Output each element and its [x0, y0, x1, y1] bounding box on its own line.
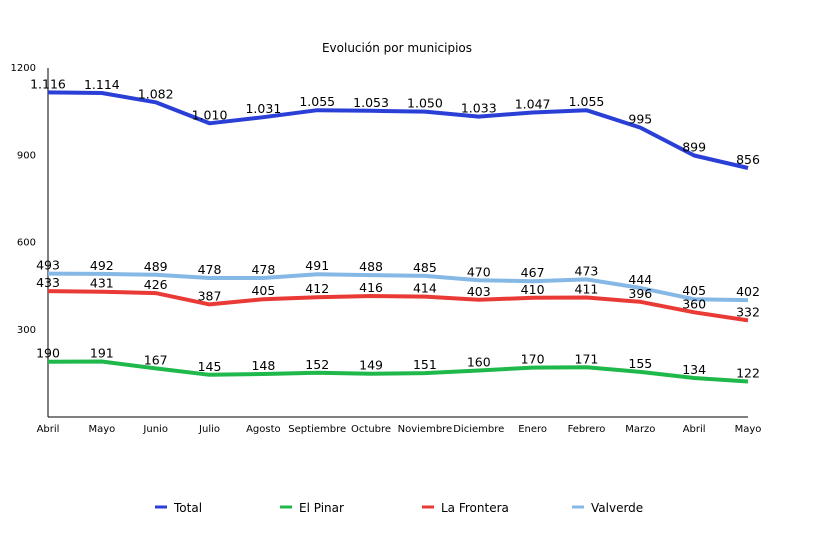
y-tick-label: 300 [17, 325, 36, 336]
data-label: 478 [198, 262, 222, 277]
data-label: 431 [90, 276, 114, 291]
data-label: 412 [305, 281, 329, 296]
data-label: 190 [36, 346, 60, 361]
data-label: 489 [144, 259, 168, 274]
x-tick-label: Febrero [568, 424, 606, 435]
data-label: 467 [521, 265, 545, 280]
data-label: 145 [198, 359, 222, 374]
data-label: 171 [575, 351, 599, 366]
data-label: 485 [413, 260, 437, 275]
data-label: 414 [413, 281, 437, 296]
data-label: 995 [628, 112, 652, 127]
data-label: 1.010 [192, 107, 228, 122]
data-label: 167 [144, 352, 168, 367]
legend-label: El Pinar [299, 501, 344, 515]
x-tick-label: Mayo [735, 424, 762, 435]
x-tick-label: Abril [37, 424, 60, 435]
data-label: 405 [682, 283, 706, 298]
data-label: 332 [736, 304, 760, 319]
series-line-valverde [47, 271, 749, 303]
y-tick-label: 900 [17, 150, 36, 161]
data-label: 1.055 [569, 94, 605, 109]
data-label: 387 [198, 288, 222, 303]
data-label-layer: 1.116 1.114 1.082 1.010 1.031 1.055 1.053 1.050… [30, 76, 760, 380]
data-label: 396 [628, 286, 652, 301]
data-label: 360 [682, 296, 706, 311]
legend-label: Total [173, 501, 202, 515]
x-tick-label: Junio [142, 424, 168, 435]
data-label: 152 [305, 357, 329, 372]
data-label: 1.047 [515, 96, 551, 111]
x-tick-label: Mayo [88, 424, 115, 435]
data-label: 410 [521, 282, 545, 297]
data-label: 1.114 [84, 77, 120, 92]
data-label: 491 [305, 258, 329, 273]
data-label: 1.033 [461, 101, 497, 116]
data-label: 416 [359, 280, 383, 295]
x-tick-label: Enero [518, 424, 547, 435]
data-label: 122 [736, 366, 760, 381]
x-tick-label: Marzo [625, 424, 655, 435]
data-label: 402 [736, 284, 760, 299]
x-tick-label: Agosto [246, 424, 281, 435]
data-label: 1.082 [138, 86, 174, 101]
series-line-total [47, 90, 749, 170]
data-label: 433 [36, 275, 60, 290]
data-label: 478 [251, 262, 275, 277]
data-label: 488 [359, 259, 383, 274]
y-tick-label: 600 [17, 238, 36, 249]
x-tick-label: Noviembre [398, 424, 453, 435]
legend: Total El Pinar La Frontera Valverde [155, 501, 643, 515]
data-label: 1.050 [407, 96, 443, 111]
data-label: 444 [628, 272, 652, 287]
data-label: 155 [628, 356, 652, 371]
series-layer [47, 90, 749, 384]
data-label: 170 [521, 352, 545, 367]
data-label: 856 [736, 152, 760, 167]
data-label: 1.055 [299, 94, 335, 109]
data-label: 493 [36, 258, 60, 273]
x-tick-label: Octubre [351, 424, 391, 435]
data-label: 151 [413, 357, 437, 372]
data-label: 473 [575, 263, 599, 278]
data-label: 403 [467, 284, 491, 299]
data-label: 148 [251, 358, 275, 373]
axes: 300 600 900 1200 Abril Mayo Junio Julio Agosto Se… [11, 63, 762, 435]
data-label: 470 [467, 264, 491, 279]
chart-title: Evolución por municipios [322, 41, 472, 55]
legend-label: Valverde [591, 501, 643, 515]
data-label: 411 [575, 281, 599, 296]
x-tick-label: Abril [683, 424, 706, 435]
data-label: 492 [90, 258, 114, 273]
data-label: 899 [682, 140, 706, 155]
data-label: 149 [359, 358, 383, 373]
data-label: 1.053 [353, 95, 389, 110]
x-tick-label: Septiembre [288, 424, 346, 435]
data-label: 426 [144, 277, 168, 292]
data-label: 134 [682, 362, 706, 377]
data-label: 1.031 [245, 101, 281, 116]
series-line-el-pinar [47, 359, 749, 384]
data-label: 191 [90, 345, 114, 360]
y-tick-label: 1200 [11, 63, 36, 74]
series-line-la-frontera [47, 289, 749, 323]
data-label: 405 [251, 283, 275, 298]
x-tick-label: Julio [198, 424, 220, 435]
x-tick-label: Diciembre [453, 424, 504, 435]
data-label: 160 [467, 354, 491, 369]
data-label: 1.116 [30, 76, 66, 91]
legend-label: La Frontera [441, 501, 509, 515]
